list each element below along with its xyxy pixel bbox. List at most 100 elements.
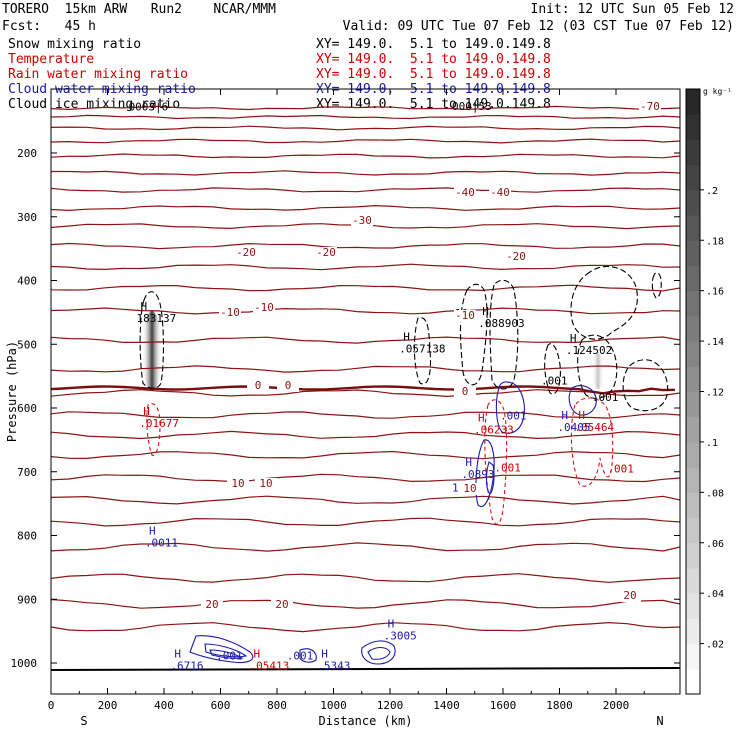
colorbar-tick-label: .12	[706, 388, 724, 399]
isotherm-label-bg	[247, 380, 269, 392]
extremum-marker: H	[140, 300, 147, 313]
extremum-value: .01677	[139, 417, 179, 430]
y-tick-label: 900	[17, 593, 37, 606]
isotherm	[51, 114, 680, 120]
x-tick-label: 600	[211, 699, 231, 712]
colorbar-band	[686, 492, 700, 519]
extremum-value: .088903	[478, 317, 524, 330]
plot-interior	[51, 105, 680, 671]
cloud-water-contour	[485, 461, 495, 495]
isotherm-label: 20	[275, 598, 288, 611]
rain-contour	[570, 397, 614, 487]
snow-contour	[489, 279, 519, 390]
cloud-water-contour	[209, 649, 244, 659]
extremum-value: .06233	[474, 424, 514, 437]
isotherm	[51, 542, 680, 552]
cloud-water-contour	[204, 643, 248, 658]
isotherm-label: -10	[220, 306, 240, 319]
colorbar-tick-label: .18	[706, 236, 724, 247]
isotherm-label-bg	[227, 478, 249, 490]
isotherm-label: -40	[490, 186, 510, 199]
x-tick-label: 400	[154, 699, 174, 712]
isotherm-label-bg	[459, 483, 481, 495]
isotherm	[51, 307, 680, 315]
isotherm-label: -20	[236, 246, 256, 259]
y-tick-label: 400	[17, 275, 37, 288]
x-tick-label: 1400	[433, 699, 460, 712]
temperature-isotherms	[51, 105, 680, 671]
isotherm-label: -70	[640, 100, 660, 113]
isotherm	[51, 389, 680, 398]
isotherm	[51, 263, 680, 271]
colorbar: .02 .04 .06 .08 .1 .12 .14 .16 .18 .2 g kg⁻¹	[685, 87, 732, 695]
contour-label: 0003|6	[129, 100, 169, 113]
ground-line	[51, 667, 680, 671]
isotherm-label-bg	[271, 599, 293, 611]
extremum-marker: H	[321, 647, 328, 660]
isotherm	[51, 105, 680, 111]
y-tick-label: 300	[17, 211, 37, 224]
isotherm	[51, 125, 680, 131]
cloud-water-contours	[189, 381, 597, 665]
legend-field-xy: XY= 149.0. 5.1 to 149.0.149.8	[316, 52, 551, 67]
extremum-value: .6716	[170, 659, 203, 672]
extremum-value: .05464	[574, 421, 614, 434]
isotherm-label: 10	[231, 477, 244, 490]
colorbar-band	[686, 189, 700, 216]
isotherm	[51, 598, 680, 609]
x-tick-label: 1800	[546, 699, 573, 712]
plot-frame	[50, 88, 681, 695]
extremum-value: .0011	[145, 536, 178, 549]
isotherm	[51, 170, 680, 176]
extremum-marker: H	[478, 412, 485, 425]
colorbar-band	[686, 341, 700, 367]
isotherm	[51, 187, 680, 193]
legend-field-name: Temperature	[8, 52, 95, 67]
contour-label: .001	[607, 463, 634, 476]
extremum-marker: H	[570, 332, 577, 345]
rain-contour	[146, 403, 161, 456]
colorbar-band	[686, 618, 700, 645]
colorbar-band	[686, 139, 700, 166]
isotherm-label-bg	[315, 247, 337, 259]
valid-time: Valid: 09 UTC Tue 07 Feb 12 (03 CST Tue …	[342, 19, 734, 34]
isotherm-label-bg	[489, 187, 511, 199]
contour-label: .001	[216, 649, 243, 662]
cloud-water-contour	[361, 640, 396, 665]
cloud-water-contour	[189, 635, 254, 664]
isotherm-label: -20	[506, 250, 526, 263]
snow-contour	[459, 283, 488, 386]
colorbar-band	[686, 215, 700, 241]
snow-contours	[139, 265, 669, 412]
y-tick-label: 600	[17, 402, 37, 415]
isotherm-label-bg	[454, 386, 476, 398]
extremum-value: .057138	[399, 343, 445, 356]
isotherm	[51, 450, 680, 460]
isotherm-label: 0	[462, 385, 469, 398]
legend-field-name: Rain water mixing ratio	[8, 67, 189, 82]
y-tick-label: 500	[17, 338, 37, 351]
isotherm	[51, 284, 680, 292]
colorbar-band	[686, 240, 700, 266]
isotherm-label-bg	[201, 599, 223, 611]
rain-contour	[484, 399, 508, 525]
x-tick-label: 2000	[603, 699, 630, 712]
x-tick-label: 1200	[377, 699, 404, 712]
colorbar-band	[686, 315, 700, 342]
isotherm-label-bg	[454, 310, 476, 322]
colorbar-band	[686, 668, 700, 695]
extremum-marker: H	[561, 409, 568, 422]
extremum-marker: H	[465, 456, 472, 469]
legend-field-xy: XY= 149.0. 5.1 to 149.0.149.8	[316, 67, 551, 82]
rain-contours	[146, 397, 614, 525]
isotherm	[51, 242, 680, 250]
isotherm	[51, 153, 680, 159]
isotherm	[51, 621, 680, 633]
isotherm	[51, 430, 680, 440]
isotherm-label-bg	[639, 101, 661, 113]
colorbar-band	[686, 593, 700, 619]
colorbar-band	[686, 441, 700, 468]
extremum-value: .5343	[317, 659, 350, 672]
colorbar-band	[686, 391, 700, 418]
